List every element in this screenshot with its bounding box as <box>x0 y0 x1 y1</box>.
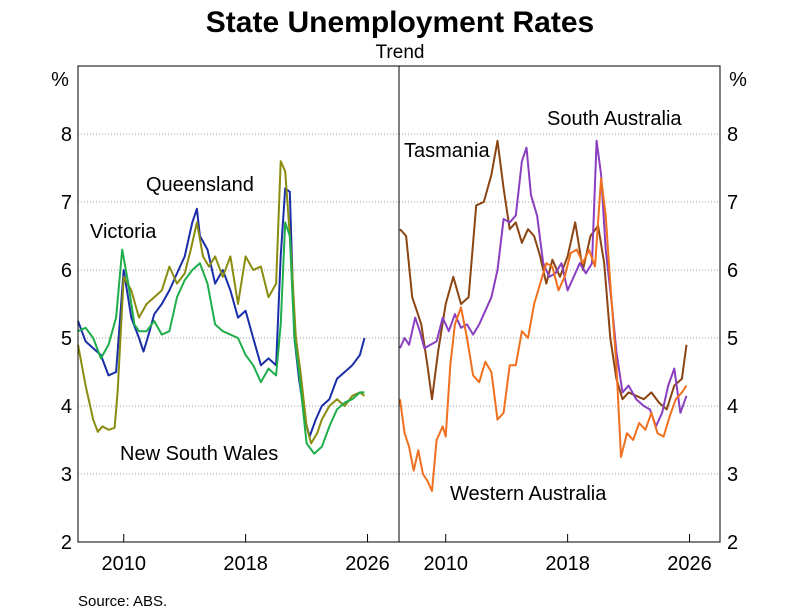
label-western-australia: Western Australia <box>450 483 607 505</box>
y-tick-label-right: 2 <box>727 532 738 554</box>
series-line-south-australia <box>399 139 688 428</box>
x-tick-labels: 2010 2018 2026 2010 2018 2026 <box>101 553 711 575</box>
series-line-queensland <box>77 160 366 445</box>
label-victoria: Victoria <box>90 221 157 243</box>
series-line-new-south-wales <box>77 221 365 455</box>
axes <box>77 65 721 543</box>
y-unit-left: % <box>51 69 69 91</box>
x-tick-label: 2010 <box>101 553 146 575</box>
y-tick-label-right: 3 <box>727 464 738 486</box>
y-tick-label-right: 7 <box>727 192 738 214</box>
y-tick-label-left: 3 <box>61 464 72 486</box>
label-tasmania: Tasmania <box>404 140 490 162</box>
x-tick-label: 2010 <box>423 553 468 575</box>
y-tick-label-left: 8 <box>61 124 72 146</box>
series-line-victoria <box>77 187 366 438</box>
label-queensland: Queensland <box>146 174 254 196</box>
x-tick-label: 2018 <box>545 553 590 575</box>
x-tick-label: 2026 <box>667 553 712 575</box>
y-tick-labels: 2 2 3 3 4 4 5 5 6 6 7 7 8 8 <box>61 124 738 554</box>
y-tick-label-right: 8 <box>727 124 738 146</box>
y-tick-label-left: 7 <box>61 192 72 214</box>
y-tick-label-left: 6 <box>61 260 72 282</box>
chart-title: State Unemployment Rates <box>206 6 594 39</box>
y-tick-label-right: 6 <box>727 260 738 282</box>
y-unit-right: % <box>729 69 747 91</box>
x-tick-label: 2018 <box>223 553 268 575</box>
x-tick-label: 2026 <box>345 553 390 575</box>
label-new-south-wales: New South Wales <box>120 443 278 465</box>
series-line-western-australia <box>399 177 688 492</box>
y-tick-label-left: 5 <box>61 328 72 350</box>
source-note: Source: ABS. <box>78 593 167 610</box>
y-tick-label-left: 4 <box>61 396 72 418</box>
y-tick-label-right: 4 <box>727 396 738 418</box>
chart-subtitle: Trend <box>376 42 425 63</box>
series-lines <box>77 139 688 492</box>
y-tick-label-right: 5 <box>727 328 738 350</box>
y-tick-label-left: 2 <box>61 532 72 554</box>
label-south-australia: South Australia <box>547 108 682 130</box>
